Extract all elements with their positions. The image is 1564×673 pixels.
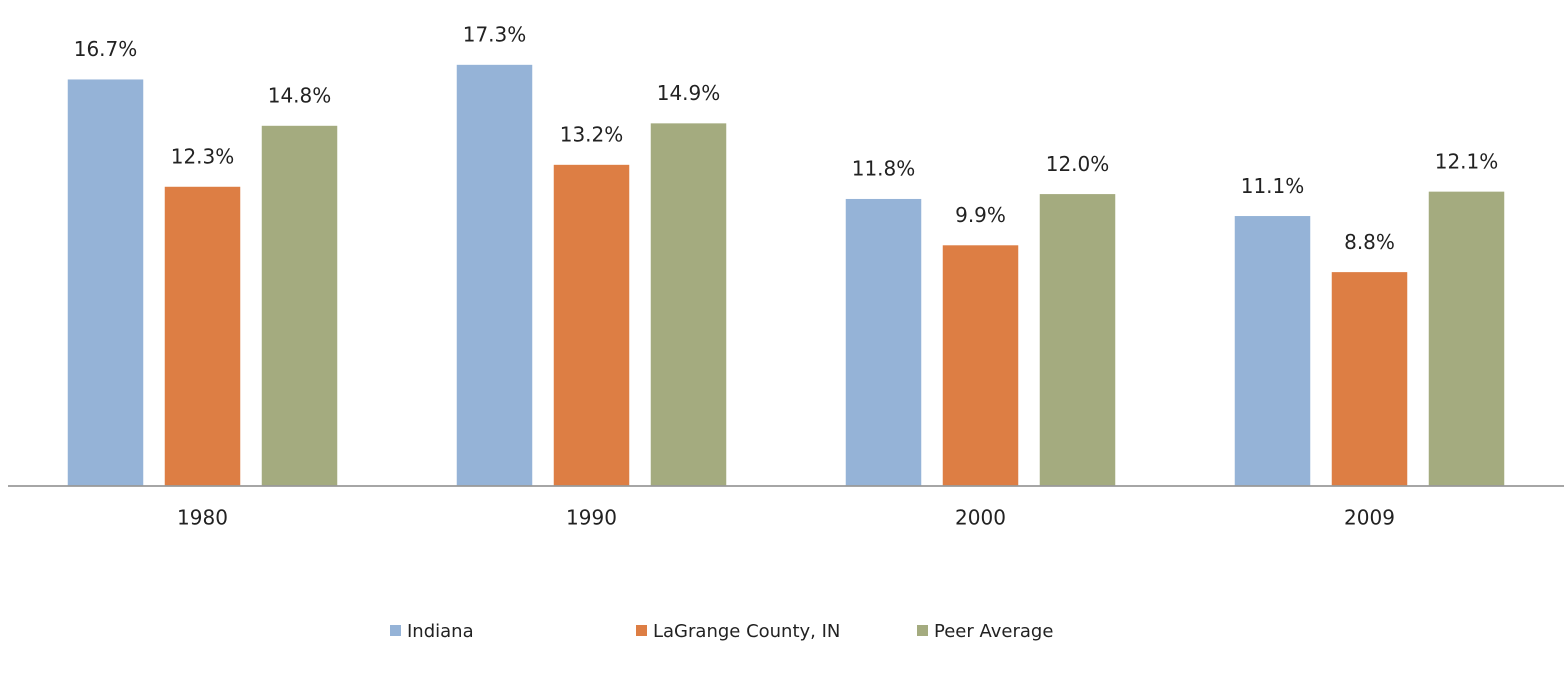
- bar: [66, 77, 145, 487]
- bar: [260, 124, 339, 487]
- bar: [1233, 214, 1312, 487]
- x-tick-label: 2000: [955, 506, 1006, 530]
- legend-swatch: [636, 625, 647, 636]
- data-label: 12.3%: [171, 145, 235, 169]
- legend-text: LaGrange County, IN: [653, 621, 840, 642]
- bar: [1427, 190, 1506, 487]
- legend-text: Indiana: [407, 621, 474, 642]
- bar: [455, 63, 534, 487]
- x-tick-label: 1990: [566, 506, 617, 530]
- bar: [844, 197, 923, 487]
- data-label: 17.3%: [463, 23, 527, 47]
- data-label: 13.2%: [560, 123, 624, 147]
- legend-swatch: [917, 625, 928, 636]
- data-label: 12.1%: [1435, 149, 1499, 173]
- data-label: 11.8%: [852, 157, 916, 181]
- bar: [649, 121, 728, 487]
- bar: [552, 163, 631, 487]
- legend-text: Peer Average: [934, 621, 1053, 642]
- data-label: 11.1%: [1241, 174, 1305, 198]
- bar: [1330, 270, 1409, 487]
- data-label: 8.8%: [1344, 230, 1395, 254]
- x-tick-label: 2009: [1344, 506, 1395, 530]
- data-label: 9.9%: [955, 203, 1006, 227]
- data-label: 12.0%: [1046, 152, 1110, 176]
- data-label: 16.7%: [74, 37, 138, 61]
- data-label: 14.8%: [268, 84, 332, 108]
- bar: [941, 243, 1020, 487]
- bar: [163, 185, 242, 487]
- legend-swatch: [390, 625, 401, 636]
- bar: [1038, 192, 1117, 487]
- x-tick-label: 1980: [177, 506, 228, 530]
- data-label: 14.9%: [657, 81, 721, 105]
